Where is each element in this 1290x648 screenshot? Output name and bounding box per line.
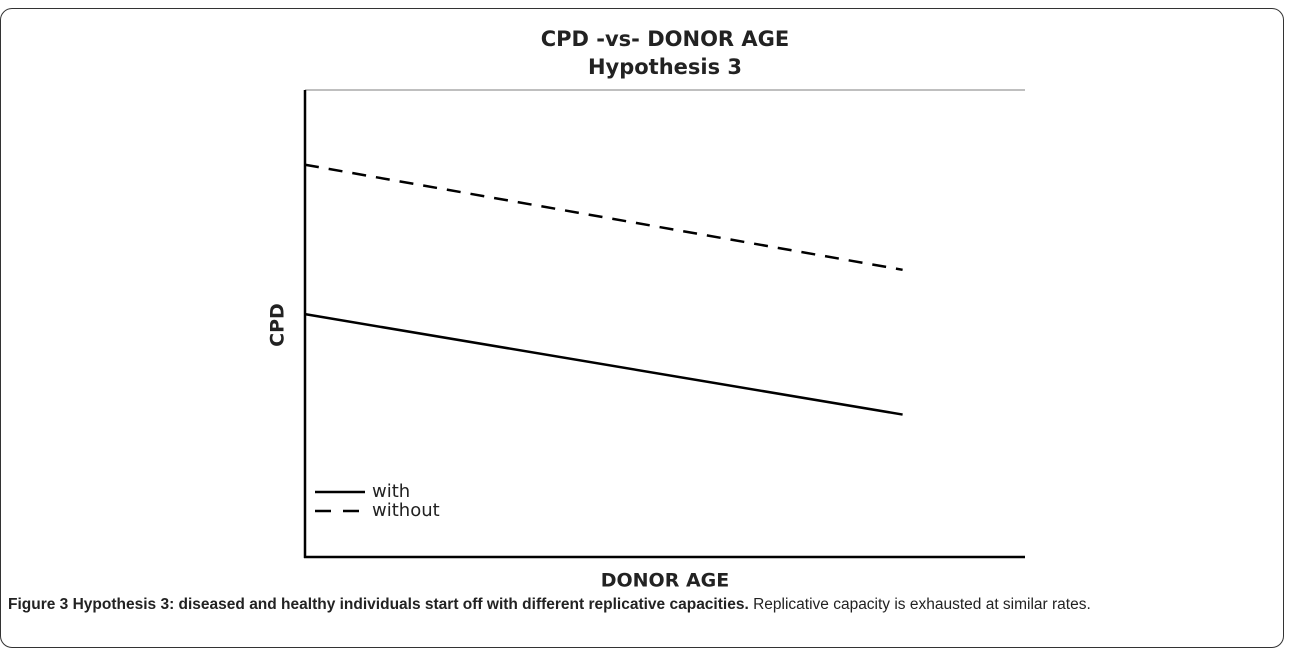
caption-text: Replicative capacity is exhausted at sim…: [753, 596, 1091, 613]
y-axis-label: CPD: [267, 303, 289, 347]
caption: Figure 3 Hypothesis 3: diseased and heal…: [8, 594, 1278, 615]
caption-label: Figure 3 Hypothesis 3: diseased and heal…: [8, 596, 749, 613]
legend-label: with: [372, 481, 410, 502]
chart: CPD -vs- DONOR AGE Hypothesis 3 DONOR AG…: [267, 27, 1025, 592]
series-line: [304, 163, 903, 272]
legend-label: without: [372, 500, 440, 521]
page: {"chart_data": {"type": "line", "title":…: [0, 8, 1284, 648]
chart-subtitle: Hypothesis 3: [588, 55, 742, 79]
series-line: [304, 312, 903, 416]
x-axis-label: DONOR AGE: [601, 570, 730, 592]
chart-title: CPD -vs- DONOR AGE: [541, 27, 790, 51]
